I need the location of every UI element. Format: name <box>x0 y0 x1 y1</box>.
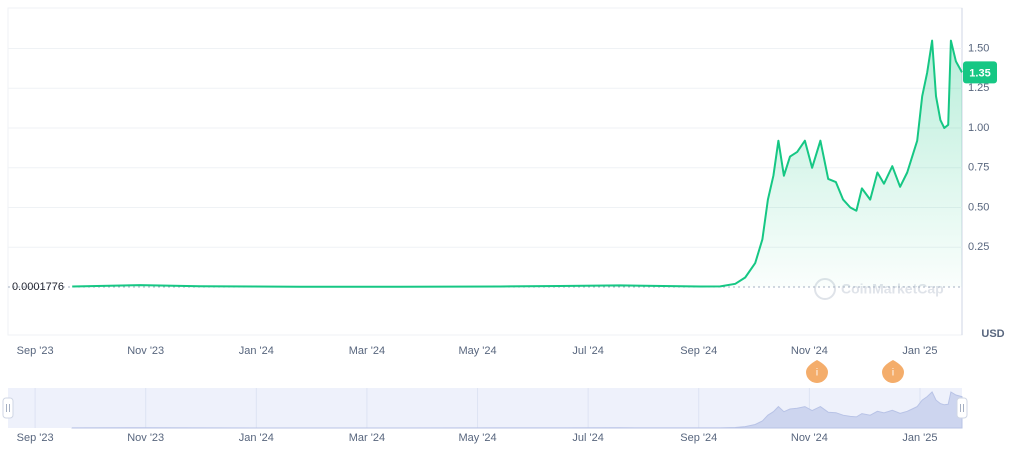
current-price-badge <box>963 61 997 84</box>
x-tick-label: Jan '24 <box>239 345 274 357</box>
y-tick-label: 0.25 <box>968 241 989 253</box>
event-marker[interactable] <box>806 360 828 383</box>
y-tick-label: 1.00 <box>968 122 989 134</box>
navigator-tick-label: May '24 <box>458 432 496 444</box>
navigator-tick-label: Sep '23 <box>17 432 54 444</box>
navigator-area <box>71 391 963 429</box>
navigator-tick-label: Mar '24 <box>349 432 385 444</box>
y-tick-label: 0.75 <box>968 162 989 174</box>
price-area <box>72 40 962 287</box>
event-marker-icon: i <box>816 368 818 379</box>
navigator-tick-label: Nov '24 <box>791 432 828 444</box>
navigator-handle[interactable] <box>2 397 14 419</box>
unit-label: USD <box>981 328 1004 340</box>
navigator-tick-label: Nov '23 <box>127 432 164 444</box>
x-tick-label: Nov '23 <box>127 345 164 357</box>
reference-label: 0.0001776 <box>12 281 64 293</box>
x-tick-label: Mar '24 <box>349 345 385 357</box>
event-marker[interactable] <box>882 360 904 383</box>
x-tick-label: Sep '23 <box>17 345 54 357</box>
x-tick-label: Sep '24 <box>680 345 717 357</box>
navigator-tick-label: Jul '24 <box>572 432 603 444</box>
y-tick-label: 1.50 <box>968 42 989 54</box>
x-tick-label: May '24 <box>458 345 496 357</box>
price-line <box>72 39 963 288</box>
y-tick-label: 1.25 <box>968 82 989 94</box>
navigator-tick-label: Sep '24 <box>680 432 717 444</box>
y-tick-label: 0.50 <box>968 201 989 213</box>
x-tick-label: Jul '24 <box>572 345 603 357</box>
navigator-tick-label: Jan '25 <box>902 432 937 444</box>
navigator-handle[interactable] <box>956 397 968 419</box>
x-tick-label: Nov '24 <box>791 345 828 357</box>
current-price-label: 1.35 <box>969 67 990 79</box>
navigator-tick-label: Jan '24 <box>239 432 274 444</box>
event-marker-icon: i <box>892 368 894 379</box>
x-tick-label: Jan '25 <box>902 345 937 357</box>
